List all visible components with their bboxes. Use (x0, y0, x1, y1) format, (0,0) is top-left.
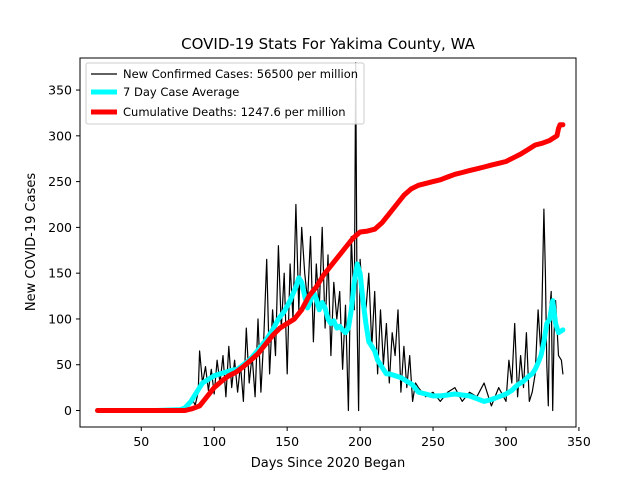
legend-box (85, 62, 365, 125)
legend-label-7day-average: 7 Day Case Average (123, 85, 239, 99)
legend-label-cumulative-deaths: Cumulative Deaths: 1247.6 per million (123, 105, 346, 119)
x-tick-label: 100 (202, 434, 226, 449)
x-tick-label: 300 (494, 434, 518, 449)
legend-label-new-cases: New Confirmed Cases: 56500 per million (123, 67, 358, 81)
x-tick-label: 50 (133, 434, 149, 449)
y-tick-label: 250 (48, 174, 72, 189)
y-tick-label: 300 (48, 128, 72, 143)
chart-title: COVID-19 Stats For Yakima County, WA (181, 35, 475, 53)
y-tick-label: 350 (48, 83, 72, 98)
x-tick-label: 150 (275, 434, 299, 449)
x-axis-label: Days Since 2020 Began (251, 456, 406, 471)
y-tick-label: 200 (48, 220, 72, 235)
x-tick-label: 200 (348, 434, 372, 449)
x-axis: 50 100 150 200 250 300 350 (133, 427, 591, 449)
y-tick-label: 150 (48, 266, 72, 281)
series-layer (95, 61, 566, 413)
y-axis: 0 50 100 150 200 250 300 350 (48, 83, 80, 418)
y-tick-label: 0 (64, 403, 72, 418)
legend: New Confirmed Cases: 56500 per million 7… (85, 62, 365, 125)
x-tick-label: 250 (421, 434, 445, 449)
y-tick-label: 50 (56, 357, 72, 372)
plot-frame (79, 57, 577, 428)
y-tick-label: 100 (48, 311, 72, 326)
x-tick-label: 350 (567, 434, 591, 449)
series-line-cumulative-deaths (95, 122, 566, 413)
y-axis-label: New COVID-19 Cases (24, 173, 39, 311)
